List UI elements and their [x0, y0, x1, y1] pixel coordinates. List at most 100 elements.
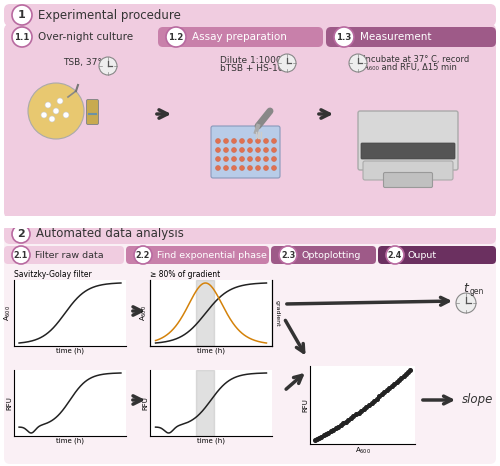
Circle shape [240, 157, 244, 162]
Circle shape [57, 98, 63, 104]
Circle shape [272, 138, 276, 144]
Y-axis label: RFU: RFU [142, 396, 148, 410]
FancyBboxPatch shape [4, 246, 124, 264]
Text: 2.2: 2.2 [136, 251, 150, 260]
FancyBboxPatch shape [358, 111, 458, 170]
Text: 1.1: 1.1 [14, 33, 30, 41]
FancyBboxPatch shape [378, 246, 496, 264]
Text: Automated data analysis: Automated data analysis [36, 227, 184, 240]
Circle shape [232, 138, 236, 144]
Circle shape [49, 116, 55, 122]
Point [376, 393, 384, 400]
Circle shape [256, 165, 260, 171]
Circle shape [53, 108, 59, 114]
Circle shape [232, 157, 236, 162]
FancyBboxPatch shape [4, 4, 496, 26]
X-axis label: time (h): time (h) [197, 438, 225, 444]
Y-axis label: gradient: gradient [275, 300, 280, 326]
Point [354, 409, 362, 416]
Circle shape [240, 138, 244, 144]
FancyBboxPatch shape [4, 24, 496, 218]
Circle shape [272, 157, 276, 162]
Point [322, 431, 330, 438]
Circle shape [256, 157, 260, 162]
Text: Ouput: Ouput [408, 251, 437, 260]
Circle shape [63, 112, 69, 118]
Circle shape [99, 57, 117, 75]
Circle shape [232, 165, 236, 171]
Circle shape [386, 246, 404, 264]
Point [344, 416, 352, 424]
Y-axis label: A$_{600}$: A$_{600}$ [138, 305, 148, 321]
Text: ≥ 80% of gradient: ≥ 80% of gradient [150, 270, 220, 279]
X-axis label: time (h): time (h) [56, 438, 84, 444]
Circle shape [240, 148, 244, 152]
Point [370, 397, 378, 404]
Text: 2.4: 2.4 [388, 251, 402, 260]
Point [390, 380, 398, 388]
Text: 1: 1 [18, 10, 26, 20]
Point [318, 433, 326, 440]
Circle shape [224, 157, 228, 162]
Text: Find exponential phase: Find exponential phase [157, 251, 267, 260]
Circle shape [45, 102, 51, 108]
Circle shape [134, 246, 152, 264]
Point [315, 434, 323, 442]
Point [350, 412, 358, 420]
Circle shape [256, 148, 260, 152]
FancyBboxPatch shape [86, 100, 99, 124]
Text: Filter raw data: Filter raw data [35, 251, 103, 260]
FancyBboxPatch shape [158, 27, 323, 47]
Point [360, 405, 368, 412]
Point [380, 389, 388, 396]
Circle shape [272, 165, 276, 171]
Text: slope: slope [462, 393, 494, 406]
Point [388, 382, 396, 390]
Text: t: t [463, 281, 468, 295]
Circle shape [248, 148, 252, 152]
Point [392, 378, 400, 385]
Y-axis label: RFU: RFU [6, 396, 12, 410]
FancyBboxPatch shape [211, 126, 280, 178]
Point [313, 436, 321, 443]
Text: Incubate at 37° C, record: Incubate at 37° C, record [363, 55, 469, 64]
Text: Optoplotting: Optoplotting [301, 251, 360, 260]
Text: Over-night culture: Over-night culture [38, 32, 133, 42]
Circle shape [264, 148, 268, 152]
Point [342, 418, 349, 425]
Circle shape [264, 138, 268, 144]
Circle shape [224, 138, 228, 144]
Point [336, 421, 344, 429]
Circle shape [334, 27, 354, 47]
FancyBboxPatch shape [271, 246, 376, 264]
Circle shape [278, 54, 296, 72]
Circle shape [248, 138, 252, 144]
FancyBboxPatch shape [361, 143, 455, 159]
Y-axis label: A$_{600}$: A$_{600}$ [2, 305, 12, 321]
FancyBboxPatch shape [363, 161, 453, 180]
Circle shape [349, 54, 367, 72]
Circle shape [224, 165, 228, 171]
Text: 2.1: 2.1 [14, 251, 28, 260]
Circle shape [272, 148, 276, 152]
X-axis label: time (h): time (h) [56, 347, 84, 354]
Circle shape [224, 148, 228, 152]
Point [362, 403, 370, 411]
Circle shape [248, 165, 252, 171]
Bar [196, 280, 214, 346]
Point [372, 395, 380, 402]
Text: 2.3: 2.3 [281, 251, 295, 260]
Text: TSB, 37° C: TSB, 37° C [63, 58, 111, 67]
Circle shape [232, 148, 236, 152]
Point [406, 366, 414, 373]
Circle shape [216, 148, 220, 152]
Point [320, 432, 328, 439]
Y-axis label: RFU: RFU [302, 398, 308, 412]
Circle shape [456, 293, 476, 313]
X-axis label: A$_{600}$: A$_{600}$ [354, 445, 370, 456]
Circle shape [248, 157, 252, 162]
FancyBboxPatch shape [4, 224, 496, 244]
Circle shape [279, 246, 297, 264]
Point [329, 426, 337, 433]
Text: bTSB + HS-167: bTSB + HS-167 [220, 64, 289, 73]
